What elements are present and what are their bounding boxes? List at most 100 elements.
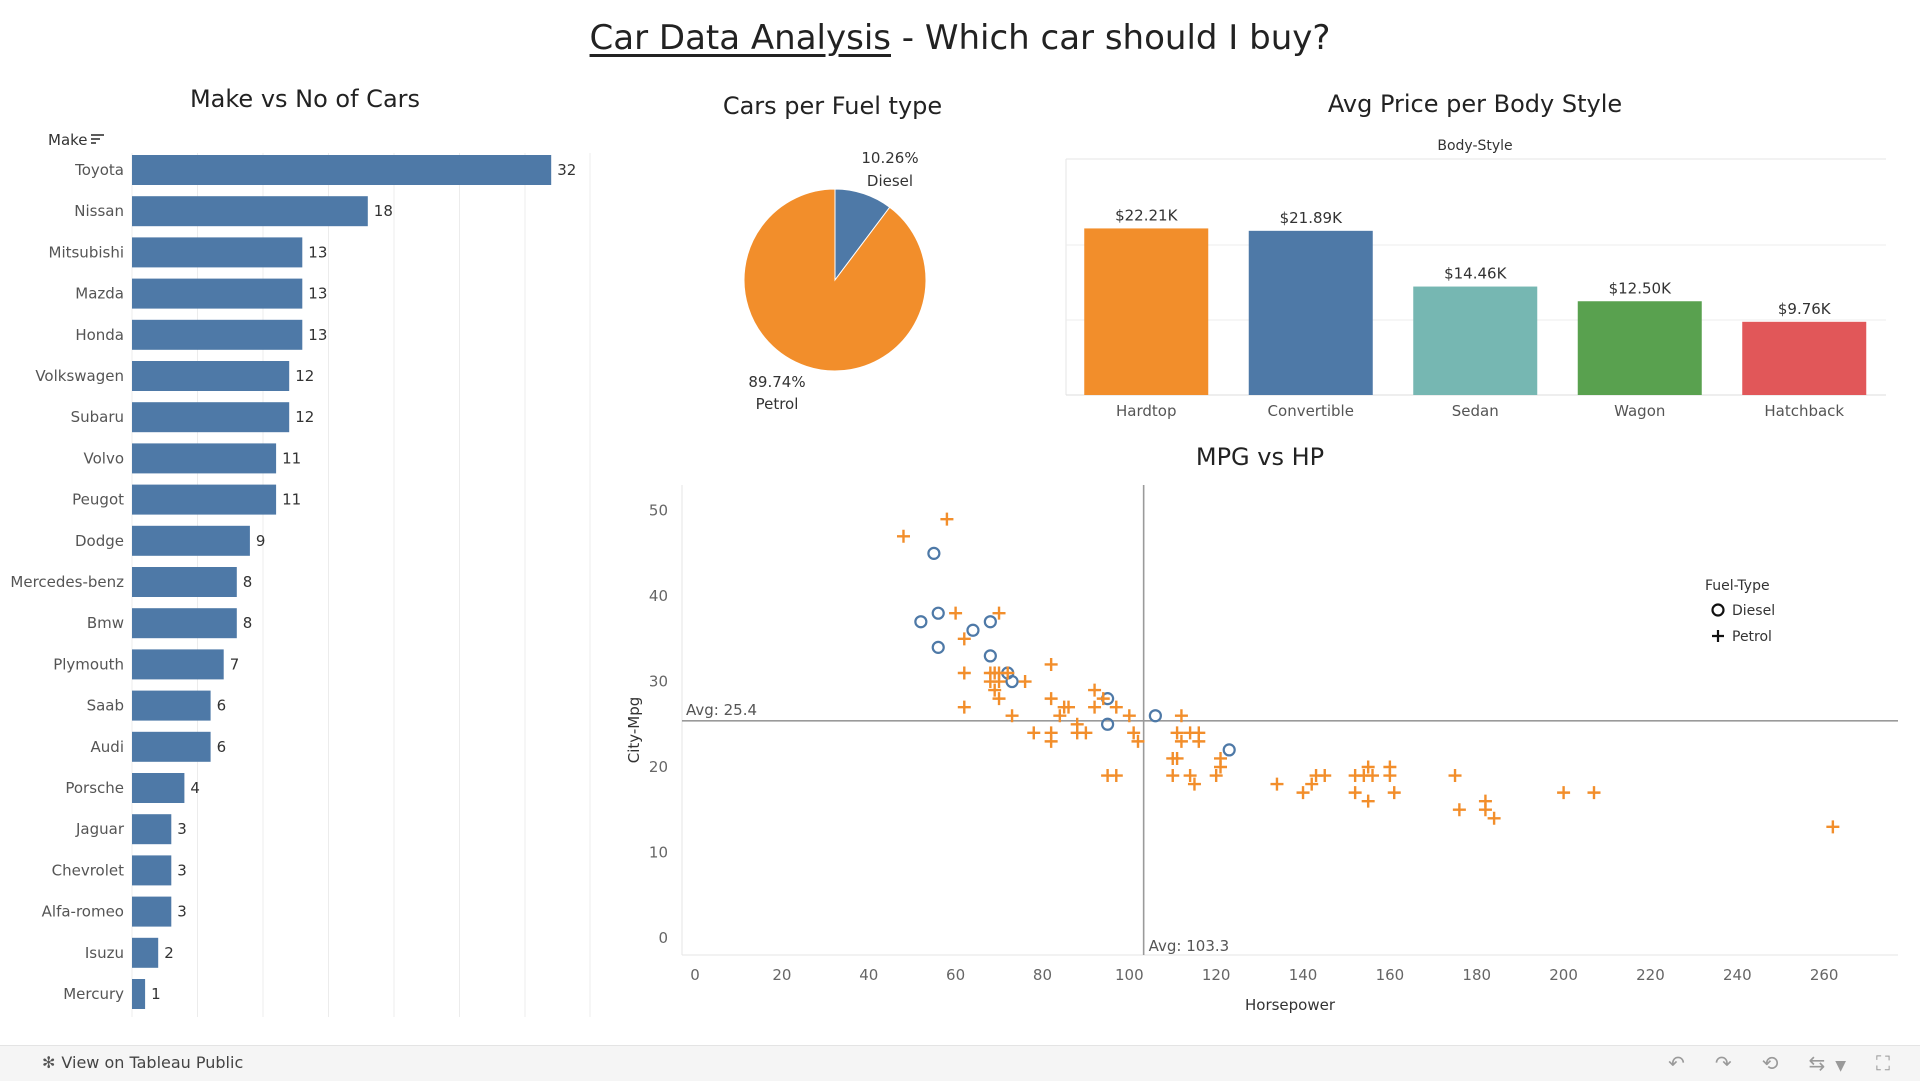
- fuel-pie-chart[interactable]: 10.26% Diesel 89.74% Petrol: [700, 140, 980, 430]
- scatter-point-petrol[interactable]: [940, 512, 954, 526]
- scatter-point-petrol[interactable]: [1183, 769, 1197, 783]
- scatter-point-diesel[interactable]: [914, 615, 928, 629]
- price-bar[interactable]: [1742, 321, 1867, 395]
- fullscreen-icon[interactable]: ⛶: [1876, 1051, 1890, 1075]
- make-bar[interactable]: [132, 484, 277, 515]
- scatter-point-petrol[interactable]: [1088, 700, 1102, 714]
- scatter-point-petrol[interactable]: [1166, 769, 1180, 783]
- scatter-point-petrol[interactable]: [957, 666, 971, 680]
- scatter-point-diesel[interactable]: [1005, 674, 1019, 689]
- scatter-point-petrol[interactable]: [1170, 726, 1184, 740]
- undo-icon[interactable]: ↶: [1668, 1051, 1685, 1075]
- scatter-point-petrol[interactable]: [1109, 700, 1123, 714]
- scatter-point-petrol[interactable]: [1366, 769, 1380, 783]
- make-bar[interactable]: [132, 855, 172, 886]
- make-bar[interactable]: [132, 979, 146, 1009]
- make-bar[interactable]: [132, 649, 224, 680]
- scatter-point-diesel[interactable]: [1148, 709, 1162, 723]
- scatter-point-petrol[interactable]: [1318, 769, 1332, 783]
- scatter-point-petrol[interactable]: [1131, 734, 1145, 748]
- make-bar[interactable]: [132, 443, 277, 474]
- scatter-point-petrol[interactable]: [1044, 692, 1058, 706]
- legend-label[interactable]: Diesel: [1732, 603, 1775, 619]
- scatter-point-petrol[interactable]: [957, 632, 971, 646]
- scatter-point-diesel[interactable]: [983, 649, 997, 663]
- scatter-point-petrol[interactable]: [1383, 769, 1397, 783]
- scatter-point-petrol[interactable]: [1096, 692, 1110, 706]
- scatter-point-petrol[interactable]: [1109, 769, 1123, 783]
- scatter-point-petrol[interactable]: [1557, 786, 1571, 800]
- scatter-point-petrol[interactable]: [1174, 734, 1188, 748]
- scatter-point-petrol[interactable]: [1361, 760, 1375, 774]
- scatter-point-petrol[interactable]: [1170, 751, 1184, 765]
- scatter-point-petrol[interactable]: [1348, 786, 1362, 800]
- make-bar[interactable]: [132, 608, 237, 639]
- revert-icon[interactable]: ⟲: [1761, 1051, 1779, 1075]
- make-bar[interactable]: [132, 402, 290, 433]
- view-on-tableau-link[interactable]: ✻ View on Tableau Public: [42, 1053, 243, 1072]
- legend-petrol-marker[interactable]: [1712, 630, 1724, 642]
- make-bar[interactable]: [132, 196, 368, 227]
- scatter-point-petrol[interactable]: [1448, 769, 1462, 783]
- scatter-point-petrol[interactable]: [1587, 786, 1601, 800]
- scatter-point-petrol[interactable]: [1387, 786, 1401, 800]
- fuel-pie-slice[interactable]: [743, 188, 927, 372]
- make-bar[interactable]: [132, 773, 185, 803]
- share-icon[interactable]: ⇆: [1808, 1051, 1826, 1075]
- scatter-point-petrol[interactable]: [1001, 666, 1015, 680]
- scatter-point-petrol[interactable]: [1478, 803, 1492, 817]
- make-bar[interactable]: [132, 567, 237, 597]
- scatter-point-petrol[interactable]: [1122, 709, 1136, 723]
- make-bar[interactable]: [132, 731, 211, 762]
- price-bar-chart[interactable]: Body-Style $22.21K Hardtop $21.89K Convertib…: [1040, 130, 1900, 430]
- scatter-point-petrol[interactable]: [1361, 794, 1375, 808]
- make-bar[interactable]: [132, 896, 172, 927]
- make-bar[interactable]: [132, 278, 303, 309]
- scatter-point-petrol[interactable]: [992, 692, 1006, 706]
- scatter-point-petrol[interactable]: [1044, 657, 1058, 671]
- scatter-point-petrol[interactable]: [1214, 751, 1228, 765]
- scatter-point-petrol[interactable]: [988, 683, 1002, 697]
- legend-diesel-marker[interactable]: [1711, 603, 1725, 617]
- page-title-main[interactable]: Car Data Analysis: [589, 18, 891, 58]
- scatter-point-petrol[interactable]: [1027, 726, 1041, 740]
- sort-icon[interactable]: [91, 134, 104, 144]
- scatter-point-petrol[interactable]: [1005, 709, 1019, 723]
- scatter-point-petrol[interactable]: [1187, 777, 1201, 791]
- dropdown-caret-icon[interactable]: ▼: [1835, 1058, 1846, 1074]
- scatter-point-diesel[interactable]: [1101, 717, 1115, 731]
- make-axis-header[interactable]: Make: [48, 131, 88, 149]
- scatter-point-petrol[interactable]: [957, 700, 971, 714]
- price-bar[interactable]: [1084, 228, 1209, 395]
- scatter-point-petrol[interactable]: [1018, 675, 1032, 689]
- scatter-point-petrol[interactable]: [1079, 726, 1093, 740]
- scatter-point-petrol[interactable]: [992, 606, 1006, 620]
- scatter-point-petrol[interactable]: [896, 529, 910, 543]
- make-bar[interactable]: [132, 690, 211, 721]
- make-bar[interactable]: [132, 237, 303, 268]
- scatter-point-diesel[interactable]: [966, 623, 980, 637]
- make-bar[interactable]: [132, 319, 303, 350]
- scatter-point-petrol[interactable]: [1487, 811, 1501, 825]
- scatter-point-petrol[interactable]: [1452, 803, 1466, 817]
- scatter-point-petrol[interactable]: [1062, 700, 1076, 714]
- redo-icon[interactable]: ↷: [1714, 1051, 1732, 1075]
- scatter-point-diesel[interactable]: [931, 606, 945, 620]
- scatter-point-petrol[interactable]: [1053, 709, 1067, 723]
- make-bar[interactable]: [132, 155, 552, 185]
- scatter-point-diesel[interactable]: [1222, 743, 1236, 757]
- make-bar[interactable]: [132, 814, 172, 845]
- scatter-point-petrol[interactable]: [1127, 726, 1141, 740]
- scatter-point-petrol[interactable]: [1192, 734, 1206, 748]
- make-bar[interactable]: [132, 361, 290, 391]
- price-bar[interactable]: [1413, 286, 1538, 395]
- scatter-point-petrol[interactable]: [1826, 820, 1840, 834]
- legend-label[interactable]: Petrol: [1732, 629, 1772, 645]
- make-bar[interactable]: [132, 525, 250, 556]
- scatter-point-petrol[interactable]: [1270, 777, 1284, 791]
- scatter-point-petrol[interactable]: [949, 606, 963, 620]
- scatter-point-petrol[interactable]: [1174, 709, 1188, 723]
- scatter-point-petrol[interactable]: [1044, 734, 1058, 748]
- mpg-hp-scatter-chart[interactable]: 0 20 40 60 80 100 120 140 160 180 200 220 240 260 0 10 2…: [620, 480, 1910, 1040]
